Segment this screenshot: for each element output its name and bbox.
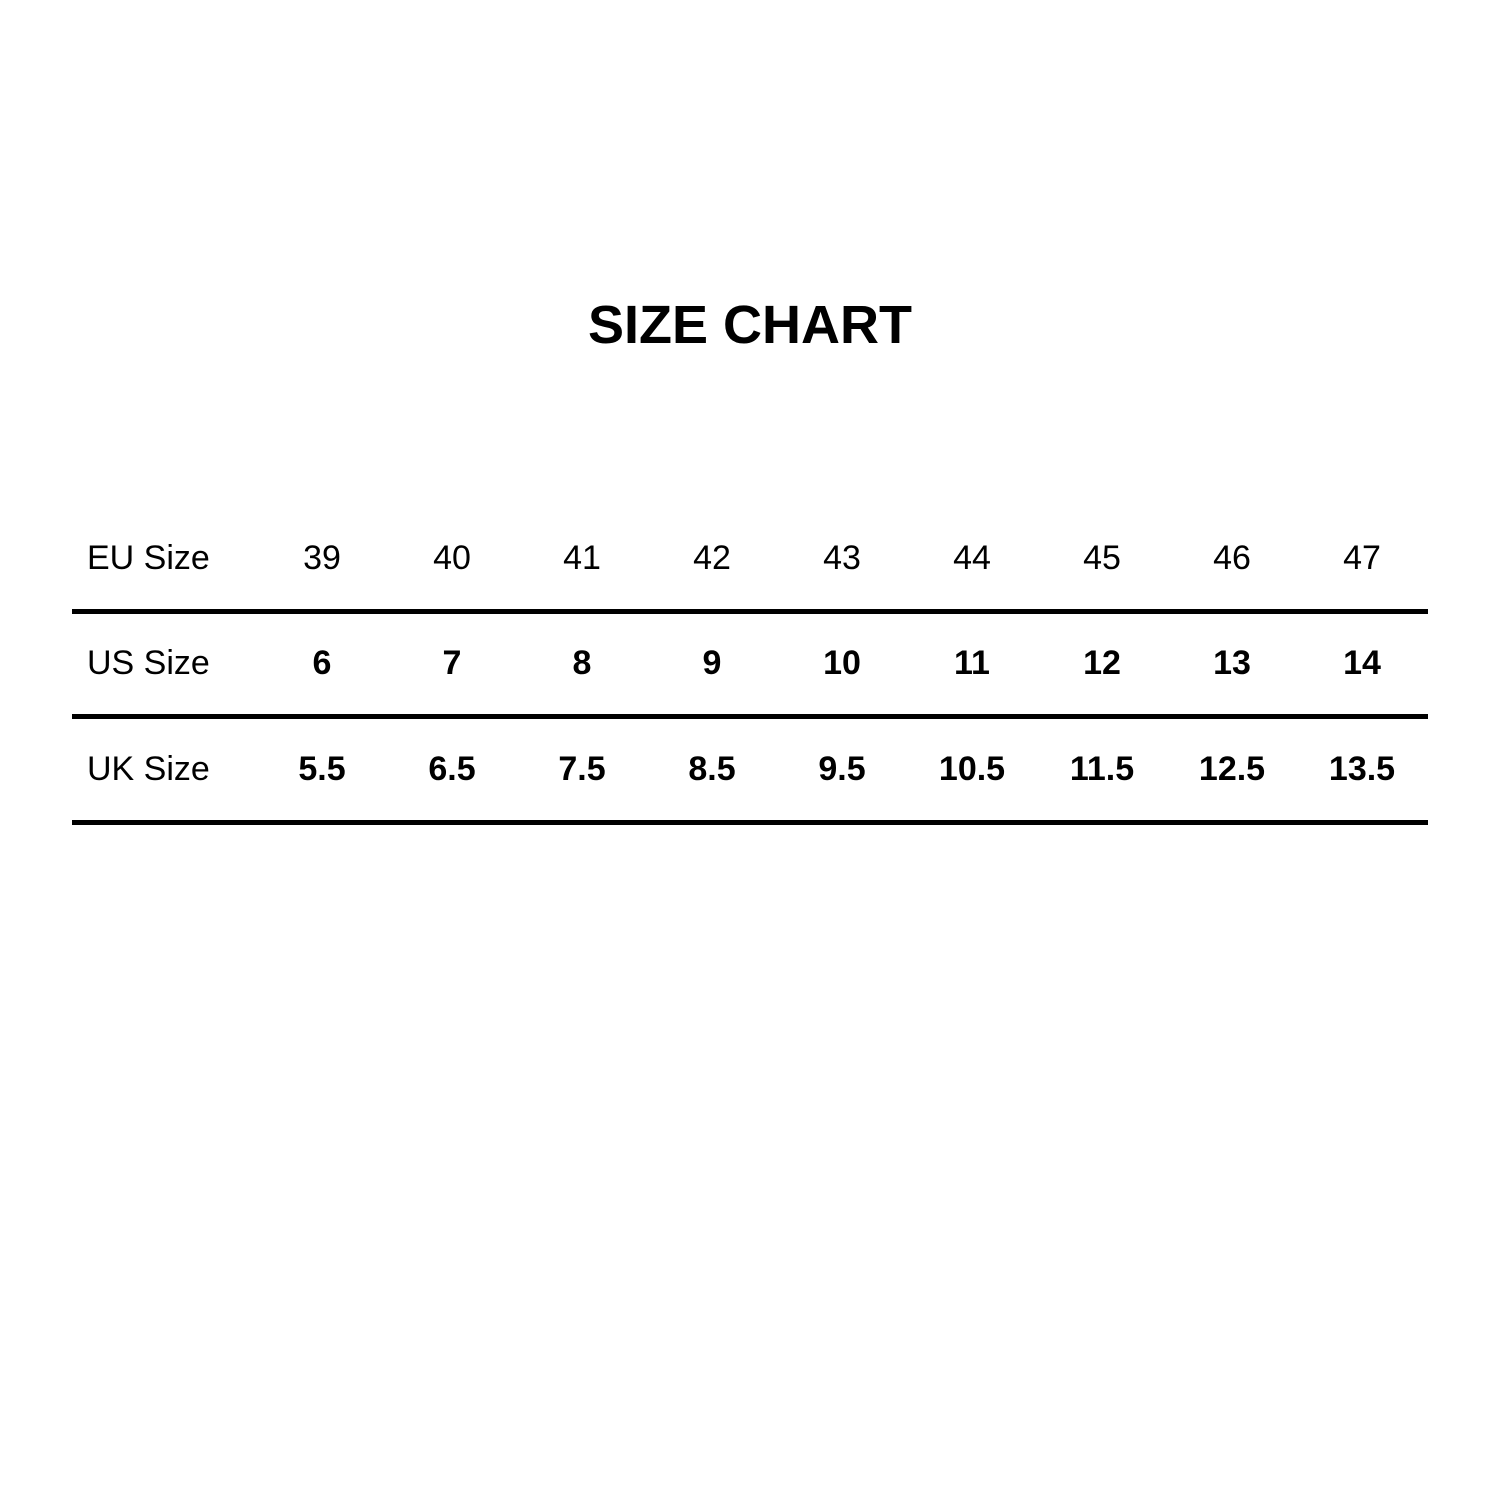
table-cell: 45 bbox=[1083, 539, 1121, 577]
table-cell: 10 bbox=[823, 644, 861, 682]
table-cell: 47 bbox=[1343, 539, 1381, 577]
table-cell: 7 bbox=[442, 644, 462, 682]
row-divider bbox=[72, 609, 1428, 614]
table-cell: 6.5 bbox=[428, 750, 476, 788]
table-cell: 40 bbox=[433, 539, 471, 577]
table-cell: 5.5 bbox=[298, 750, 346, 788]
table-cell: 11.5 bbox=[1069, 750, 1135, 788]
table-cell: 8.5 bbox=[688, 750, 736, 788]
table-cell: 41 bbox=[563, 539, 601, 577]
table-cell: 12 bbox=[1083, 644, 1121, 682]
row-divider bbox=[72, 820, 1428, 825]
table-cell: 12.5 bbox=[1198, 750, 1266, 788]
table-cell: 8 bbox=[572, 644, 592, 682]
row-label: EU Size bbox=[87, 539, 210, 577]
table-row: EU Size 39 40 41 42 43 44 45 46 47 bbox=[72, 508, 1428, 614]
table-row: UK Size 5.5 6.5 7.5 8.5 9.5 10.5 11.5 12.5 13.5 bbox=[72, 719, 1428, 825]
table-cell: 9 bbox=[702, 644, 722, 682]
table-cell: 13 bbox=[1213, 644, 1251, 682]
table-cell: 39 bbox=[303, 539, 341, 577]
table-cell: 9.5 bbox=[818, 750, 866, 788]
table-cell: 43 bbox=[823, 539, 861, 577]
row-label: US Size bbox=[87, 644, 210, 682]
table-row: US Size 6 7 8 9 10 11 12 13 14 bbox=[72, 613, 1428, 719]
table-cell: 11 bbox=[954, 644, 990, 682]
row-label: UK Size bbox=[87, 750, 210, 788]
table-cell: 7.5 bbox=[558, 750, 606, 788]
page-title: SIZE CHART bbox=[588, 295, 912, 355]
table-cell: 14 bbox=[1343, 644, 1381, 682]
table-cell: 44 bbox=[953, 539, 991, 577]
table-cell: 10.5 bbox=[938, 750, 1006, 788]
row-divider bbox=[72, 714, 1428, 719]
table-cell: 6 bbox=[312, 644, 332, 682]
table-cell: 46 bbox=[1213, 539, 1251, 577]
table-cell: 42 bbox=[693, 539, 731, 577]
table-cell: 13.5 bbox=[1328, 750, 1396, 788]
